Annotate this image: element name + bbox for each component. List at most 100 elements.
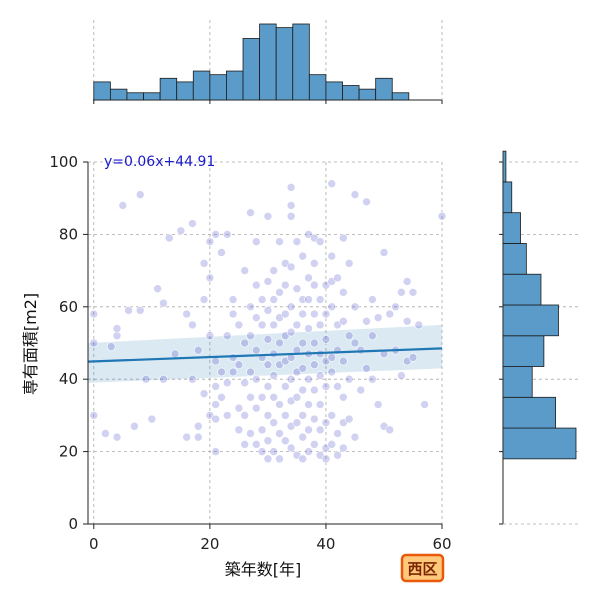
scatter-point (234, 360, 244, 370)
scatter-point (339, 233, 348, 243)
scatter-point (130, 421, 139, 431)
scatter-point (222, 378, 232, 388)
scatter-point (310, 338, 319, 348)
regression-layer (87, 347, 443, 363)
x-marginal-bar (192, 70, 211, 101)
confidence-band (88, 324, 442, 383)
scatter-point (281, 436, 290, 446)
scatter-point (89, 338, 99, 348)
main-axes (87, 162, 442, 525)
scatter-point (246, 331, 255, 341)
scatter-point (327, 302, 337, 312)
x-marginal-bar (176, 81, 194, 101)
regression-equation: y=0.06x+44.91 (104, 154, 215, 170)
scatter-point (327, 411, 337, 420)
scatter-point (321, 309, 331, 319)
scatter-point (327, 353, 337, 362)
scatter-point (170, 349, 180, 359)
scatter-point (339, 392, 348, 402)
scatter-point (292, 237, 302, 246)
scatter-point (304, 425, 313, 435)
scatter-point (135, 190, 145, 199)
x-marginal-bar (358, 88, 377, 101)
scatter-point (269, 371, 279, 380)
scatter-point (257, 447, 267, 456)
scatter-point (118, 201, 128, 210)
x-marginal-bar (226, 70, 244, 101)
district-badge-box (400, 553, 445, 583)
scatter-point (199, 295, 209, 304)
scatter-point (251, 345, 261, 355)
scatter-point (257, 295, 267, 304)
scatter-point (310, 360, 319, 370)
x-marginal-bar (109, 88, 128, 101)
x-marginal-bar (126, 92, 144, 101)
x-marginal-bar (159, 77, 178, 101)
scatter-point (217, 367, 226, 377)
scatter-point (315, 371, 325, 380)
scatter-point (327, 440, 337, 449)
scatter-point (362, 316, 371, 326)
scatter-point (199, 389, 209, 398)
scatter-point (263, 277, 273, 286)
scatter-point (269, 295, 279, 304)
y-marginal-histogram (499, 150, 580, 525)
scatter-point (263, 306, 273, 315)
y-marginal-bar (502, 181, 513, 214)
x-marginal-bar (93, 81, 111, 101)
district-badge: 西区 (400, 553, 445, 583)
scatter-point (321, 418, 331, 427)
scatter-point (362, 364, 371, 373)
scatter-point (193, 432, 203, 442)
scatter-point (182, 309, 191, 319)
scatter-point (205, 273, 215, 283)
scatter-point (298, 364, 308, 373)
scatter-point (310, 259, 319, 268)
scatter-point (379, 248, 389, 257)
y-marginal-bar (502, 427, 577, 460)
scatter-point (286, 302, 296, 312)
y-marginal-bar (502, 366, 533, 398)
scatter-point (408, 288, 418, 297)
scatter-point (251, 280, 261, 290)
scatter-point (391, 302, 400, 312)
scatter-point (269, 320, 279, 330)
scatter-point (275, 454, 284, 464)
scatter-point (437, 212, 447, 221)
scatter-point (298, 432, 308, 442)
scatter-point (321, 454, 331, 464)
scatter-point (240, 378, 249, 388)
x-tick-label: 20 (200, 535, 219, 553)
scatter-point (368, 331, 377, 341)
scatter-point (286, 201, 296, 210)
scatter-point (269, 418, 279, 427)
main-plot-area: 0 20 40 60 0 20 40 60 80 100 (49, 153, 451, 553)
scatter-point (199, 259, 209, 268)
scatter-point (263, 335, 273, 344)
scatter-point (402, 277, 412, 286)
x-tick-label: 40 (316, 535, 335, 553)
scatter-point (211, 400, 220, 409)
scatter-point (310, 280, 319, 290)
scatter-point (350, 432, 360, 442)
scatter-point (281, 280, 290, 290)
scatter-point (269, 266, 279, 275)
scatter-point (327, 251, 337, 261)
scatter-point (286, 327, 296, 337)
scatter-point (281, 309, 290, 319)
scatter-point (275, 429, 284, 438)
y-tick-label: 60 (59, 298, 78, 316)
scatter-point (159, 298, 168, 308)
scatter-point (246, 302, 255, 312)
scatter-point (315, 425, 325, 435)
scatter-point (112, 324, 122, 333)
scatter-point (385, 425, 395, 435)
scatter-point (217, 248, 226, 257)
scatter-point (251, 440, 261, 449)
scatter-point (292, 392, 302, 402)
scatter-point (234, 320, 244, 330)
scatter-points (89, 179, 447, 464)
scatter-point (304, 324, 313, 333)
y-marginal-bar (502, 150, 507, 183)
